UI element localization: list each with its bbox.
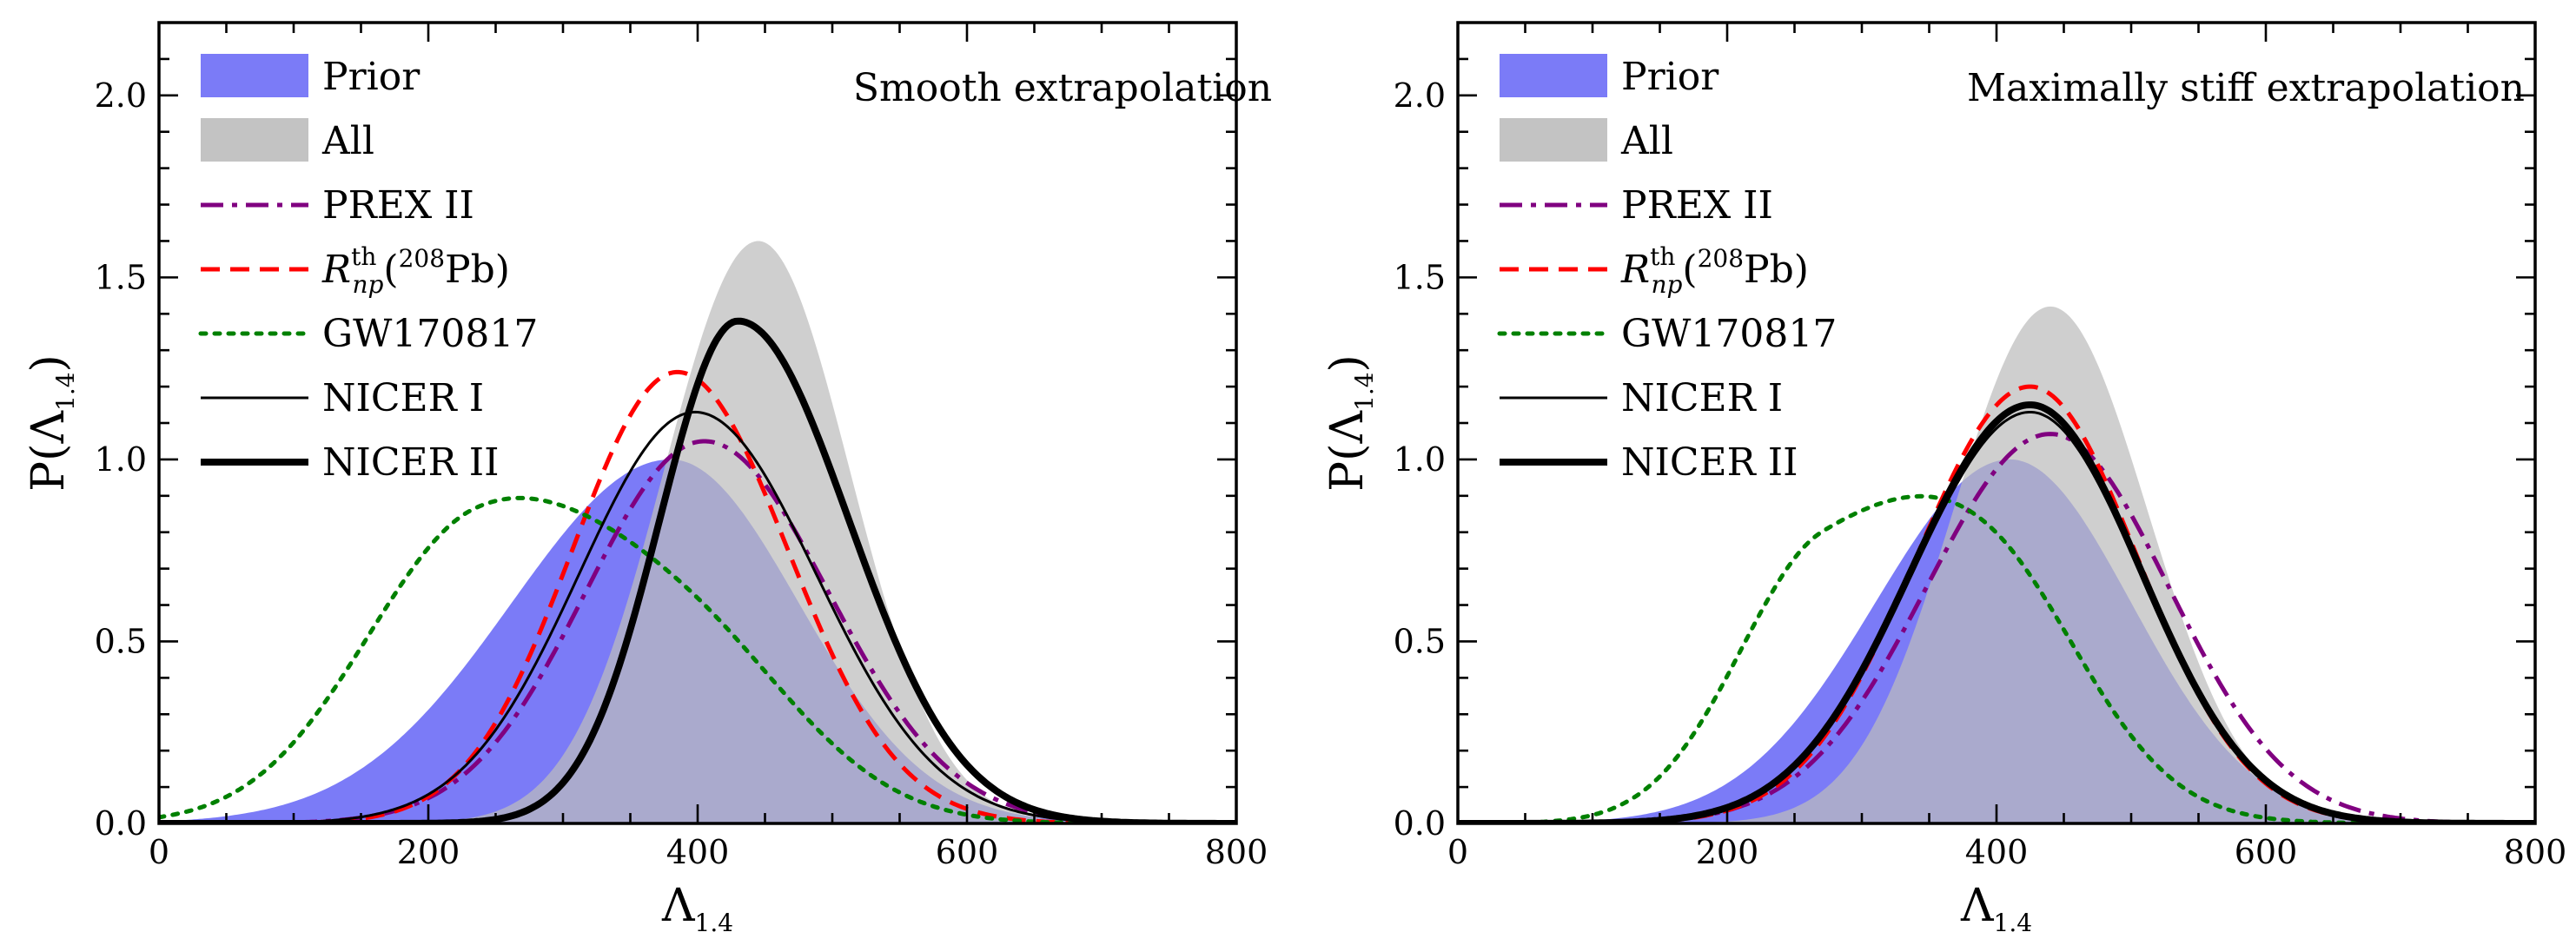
legend-label-gw: GW170817	[1621, 312, 1837, 356]
x-tick-label: 200	[397, 833, 460, 871]
legend: Prior All PREX II Rth np(208Pb) GW170817 NICER…	[198, 54, 538, 485]
y-tick-label: 0.0	[95, 804, 147, 843]
legend-label-prex: PREX II	[1621, 183, 1773, 228]
chart-panel-2: 0 200 400 600 800 0.0 0.5 1.0 1.5 2.0 Λ1.4 P(Λ1.4) M…	[1321, 21, 2567, 937]
legend-label-nicer1: NICER I	[322, 376, 484, 420]
legend-label-rnp: Rth np(208Pb)	[1620, 242, 1809, 299]
x-tick-label: 600	[936, 833, 999, 871]
legend-swatch-prior	[1500, 54, 1607, 97]
x-tick-label: 200	[1696, 833, 1759, 871]
legend-swatch-all	[201, 118, 308, 162]
chart-panel-1: 0 200 400 600 800 0.0 0.5 1.0 1.5 2.0 Λ1.4 P(Λ1.4) S…	[23, 21, 1272, 937]
series-prex-line	[1458, 432, 2535, 823]
x-tick-label: 0	[1447, 833, 1468, 871]
x-tick-label: 400	[1965, 833, 2029, 871]
legend-label-gw: GW170817	[322, 312, 538, 356]
plot-area	[1458, 306, 2535, 823]
legend-swatch-prior	[201, 54, 308, 97]
x-tick-label: 800	[2504, 833, 2567, 871]
legend-label-nicer2: NICER II	[322, 440, 500, 485]
panel-annotation: Maximally stiff extrapolation	[1967, 66, 2525, 110]
x-axis-label: Λ1.4	[661, 880, 733, 937]
x-tick-label: 800	[1205, 833, 1268, 871]
y-tick-label: 2.0	[1394, 76, 1446, 115]
legend-label-rnp: Rth np(208Pb)	[321, 242, 510, 299]
y-tick-label: 2.0	[95, 76, 147, 115]
y-tick-label: 1.0	[1394, 440, 1446, 479]
legend-label-prex: PREX II	[322, 183, 474, 228]
y-tick-label: 1.5	[95, 258, 147, 296]
x-axis-label: Λ1.4	[1960, 880, 2032, 937]
legend-label-all: All	[321, 119, 374, 163]
y-tick-label: 1.0	[95, 440, 147, 479]
series-all-area	[1458, 306, 2535, 823]
series-nicer2-line	[1458, 401, 2535, 823]
legend-label-prior: Prior	[322, 55, 421, 99]
plot-area	[159, 241, 1236, 823]
y-tick-label: 0.0	[1394, 804, 1446, 843]
x-tick-label: 400	[666, 833, 730, 871]
x-tick-label: 600	[2235, 833, 2298, 871]
legend-swatch-all	[1500, 118, 1607, 162]
y-tick-label: 1.5	[1394, 258, 1446, 296]
legend-label-prior: Prior	[1621, 55, 1719, 99]
legend-label-all: All	[1620, 119, 1673, 163]
legend-label-nicer1: NICER I	[1621, 376, 1783, 420]
y-axis-label: P(Λ1.4)	[1321, 354, 1379, 492]
legend-label-nicer2: NICER II	[1621, 440, 1798, 485]
y-tick-label: 0.5	[95, 622, 147, 660]
y-tick-label: 0.5	[1394, 622, 1446, 660]
y-axis-label: P(Λ1.4)	[23, 354, 80, 492]
x-tick-label: 0	[149, 833, 169, 871]
legend: Prior All PREX II Rth np(208Pb) GW170817 NICER…	[1497, 54, 1837, 485]
series-nicer2-line	[159, 317, 1236, 823]
series-all-area	[159, 241, 1236, 823]
panel-annotation: Smooth extrapolation	[853, 66, 1272, 110]
